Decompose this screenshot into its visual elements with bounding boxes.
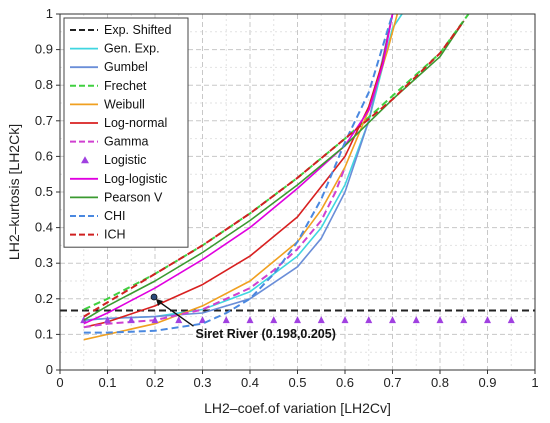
x-tick-label: 0.6	[336, 375, 354, 390]
series-marker-logistic	[484, 316, 491, 324]
series-marker-logistic	[389, 316, 396, 324]
x-tick-label: 0.8	[431, 375, 449, 390]
series-marker-logistic	[175, 316, 183, 324]
series-marker-logistic	[294, 316, 301, 324]
y-tick-label: 0	[46, 362, 53, 377]
y-tick-label: 0.4	[35, 220, 53, 235]
series-line-log-normal	[83, 14, 394, 329]
y-tick-label: 1	[46, 6, 53, 21]
legend-label-chi: CHI	[104, 209, 126, 223]
legend-label-exp-shifted: Exp. Shifted	[104, 23, 171, 37]
x-tick-label: 0.2	[146, 375, 164, 390]
legend-label-gen-exp-: Gen. Exp.	[104, 42, 160, 56]
legend-label-gumbel: Gumbel	[104, 60, 148, 74]
series-marker-logistic	[460, 316, 468, 324]
y-tick-label: 0.6	[35, 148, 53, 163]
series-marker-logistic	[222, 316, 230, 324]
series-marker-logistic	[104, 316, 111, 324]
legend-label-log-normal: Log-normal	[104, 116, 167, 130]
series-marker-logistic	[270, 316, 278, 324]
legend-label-pearson-v: Pearson V	[104, 190, 163, 204]
x-tick-label: 0.9	[478, 375, 496, 390]
y-tick-label: 0.2	[35, 291, 53, 306]
series-line-log-logistic	[83, 14, 394, 325]
legend-label-frechet: Frechet	[104, 79, 147, 93]
legend-label-gamma: Gamma	[104, 135, 149, 149]
series-marker-logistic	[199, 316, 206, 324]
y-tick-label: 0.9	[35, 42, 53, 57]
series-marker-logistic	[246, 316, 254, 324]
y-tick-label: 0.8	[35, 77, 53, 92]
annotation-point	[150, 293, 158, 301]
series-marker-logistic	[317, 316, 325, 324]
series-marker-logistic	[365, 316, 373, 324]
series-marker-logistic	[436, 316, 444, 324]
series-marker-logistic	[151, 316, 159, 324]
x-tick-label: 0	[56, 375, 63, 390]
annotation-label: Siret River (0.198,0.205)	[196, 327, 336, 341]
annotation-arrow	[157, 300, 194, 327]
y-axis-label: LH2–kurtosis [LH2Ck]	[6, 124, 22, 260]
y-tick-label: 0.1	[35, 326, 53, 341]
y-tick-label: 0.3	[35, 255, 53, 270]
series-marker-logistic	[412, 316, 420, 324]
series-line-pearson-v	[83, 20, 465, 321]
series-marker-logistic	[127, 316, 135, 324]
y-tick-label: 0.7	[35, 113, 53, 128]
series-line-ich	[83, 20, 465, 318]
legend-label-log-logistic: Log-logistic	[104, 172, 167, 186]
x-axis-label: LH2–coef.of variation [LH2Cv]	[204, 400, 391, 416]
x-tick-label: 0.1	[98, 375, 116, 390]
annotation-arrowhead	[156, 299, 164, 307]
y-tick-label: 0.5	[35, 184, 53, 199]
legend-marker-logistic	[81, 156, 89, 164]
series-marker-logistic	[507, 316, 515, 324]
series-line-chi	[83, 14, 394, 334]
x-tick-label: 0.4	[241, 375, 259, 390]
x-tick-label: 0.5	[288, 375, 306, 390]
legend-box	[63, 17, 189, 248]
x-tick-label: 0.3	[193, 375, 211, 390]
series-marker-logistic	[341, 316, 349, 324]
x-tick-label: 1	[531, 375, 538, 390]
legend-label-logistic: Logistic	[104, 153, 146, 167]
series-group	[60, 14, 535, 341]
legend-label-weibull: Weibull	[104, 97, 145, 111]
legend-label-ich: ICH	[104, 228, 126, 242]
x-tick-label: 0.7	[383, 375, 401, 390]
